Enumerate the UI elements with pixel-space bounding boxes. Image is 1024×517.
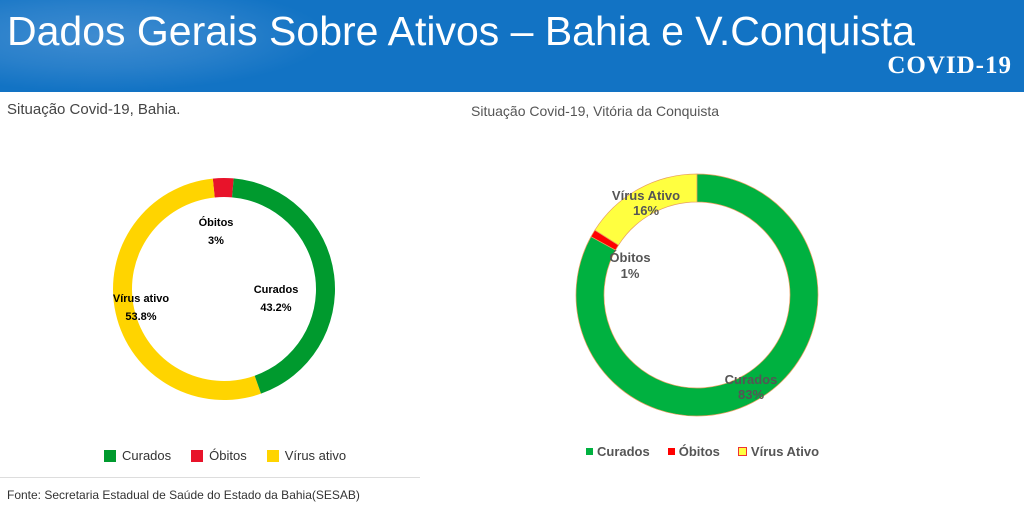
label-curados-conquista: Curados bbox=[725, 372, 778, 387]
label-curados-bahia: Curados bbox=[254, 284, 299, 296]
slice-curados-conquista bbox=[575, 173, 819, 417]
page-title: Dados Gerais Sobre Ativos – Bahia e V.Co… bbox=[7, 8, 915, 54]
legend-bahia: Curados Óbitos Vírus ativo bbox=[104, 448, 346, 463]
value-virus-conquista: 16% bbox=[633, 203, 659, 218]
legend-swatch-obitos bbox=[667, 448, 675, 455]
value-obitos-conquista: 1% bbox=[621, 266, 640, 281]
chart-title-bahia: Situação Covid-19, Bahia. bbox=[7, 101, 181, 118]
label-virus-bahia: Vírus ativo bbox=[113, 293, 170, 305]
legend-label: Curados bbox=[122, 448, 172, 463]
legend-label: Óbitos bbox=[678, 444, 720, 459]
value-virus-bahia: 53.8% bbox=[125, 311, 156, 323]
legend-label: Curados bbox=[597, 444, 650, 459]
legend-swatch-curados bbox=[104, 449, 116, 462]
source-note: Fonte: Secretaria Estadual de Saúde do E… bbox=[7, 488, 360, 502]
covid-badge: COVID-19 bbox=[887, 52, 1012, 79]
header-banner: Dados Gerais Sobre Ativos – Bahia e V.Co… bbox=[0, 0, 1024, 92]
world-map-background bbox=[0, 0, 330, 92]
legend-label: Vírus Ativo bbox=[750, 444, 820, 459]
legend-conquista: Curados Óbitos Vírus Ativo bbox=[586, 444, 819, 459]
value-curados-bahia: 43.2% bbox=[260, 302, 291, 314]
label-virus-conquista: Vírus Ativo bbox=[612, 188, 680, 203]
legend-label: Vírus ativo bbox=[284, 448, 347, 463]
chart-title-conquista: Situação Covid-19, Vitória da Conquista bbox=[471, 103, 720, 119]
label-obitos-bahia: Óbitos bbox=[199, 216, 234, 229]
value-obitos-bahia: 3% bbox=[208, 235, 224, 247]
legend-swatch-obitos bbox=[191, 449, 204, 462]
divider bbox=[0, 477, 420, 478]
legend-swatch-curados bbox=[586, 448, 593, 455]
slice-óbitos-conquista bbox=[590, 229, 619, 251]
label-obitos-conquista: Óbitos bbox=[609, 250, 650, 265]
slice-vírus-ativo-bahia bbox=[112, 178, 262, 401]
legend-label: Óbitos bbox=[209, 448, 247, 463]
slice-curados-bahia bbox=[232, 178, 335, 394]
legend-swatch-virus bbox=[266, 449, 279, 462]
legend-swatch-virus bbox=[737, 447, 747, 456]
value-curados-conquista: 83% bbox=[738, 387, 764, 402]
slice-óbitos-bahia bbox=[212, 178, 234, 198]
